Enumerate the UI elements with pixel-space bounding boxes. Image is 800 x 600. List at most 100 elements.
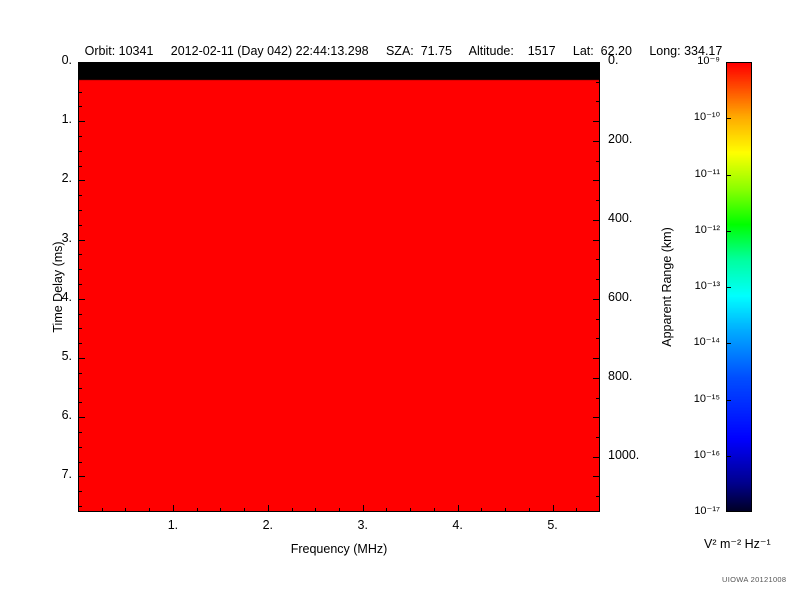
y-tick: [78, 180, 85, 182]
y-minor-tick: [78, 210, 82, 212]
colorbar-unit-label: V² m⁻² Hz⁻¹: [704, 536, 771, 551]
y2-minor-tick: [596, 437, 600, 438]
y-tick: [78, 121, 85, 123]
x-minor-tick-top: [196, 62, 198, 66]
colorbar: [726, 62, 752, 512]
x-minor-tick: [244, 508, 246, 512]
y-minor-tick: [78, 165, 82, 167]
x-minor-tick-top: [125, 62, 127, 66]
y-minor-tick: [78, 343, 82, 345]
y2-minor-tick: [596, 160, 600, 162]
x-tick-label: 5.: [547, 518, 558, 532]
y2-minor-tick: [596, 476, 600, 478]
x-minor-tick-top: [386, 62, 388, 66]
x-minor-tick-top: [528, 62, 530, 66]
credit-label: UIOWA 20121008: [722, 575, 787, 584]
x-minor-tick: [125, 508, 127, 512]
y2-minor-tick: [596, 101, 600, 103]
colorbar-tick: [726, 343, 731, 345]
x-tick-label: 1.: [167, 518, 179, 532]
x-minor-tick-top: [481, 62, 483, 66]
y2-minor-tick: [596, 318, 600, 320]
colorbar-tick: [726, 399, 731, 401]
y2-tick-label: 600.: [608, 289, 633, 304]
x-minor-tick-top: [576, 62, 578, 66]
colorbar-tick: [726, 455, 731, 457]
y2-tick: [593, 62, 600, 63]
y2-tick: [593, 456, 600, 458]
y2-tick: [593, 377, 600, 379]
y-tick: [78, 476, 85, 478]
y-minor-tick: [78, 269, 82, 271]
y-tick: [78, 417, 85, 419]
x-minor-tick: [291, 508, 293, 512]
x-minor-tick-top: [433, 62, 435, 66]
x-minor-tick: [505, 508, 507, 512]
spectrogram-canvas: [78, 62, 600, 512]
y-tick-label: 0.: [61, 53, 72, 67]
colorbar-unit-text: V² m⁻² Hz⁻¹: [704, 537, 771, 551]
y-tick-label: 2.: [61, 171, 72, 186]
y-minor-tick: [78, 491, 82, 493]
colorbar-tick: [726, 118, 731, 120]
y2-tick: [593, 140, 600, 142]
y-minor-tick: [78, 461, 82, 463]
y-minor-tick: [78, 136, 82, 137]
y-minor-tick: [78, 506, 82, 508]
y2-tick-label: 800.: [608, 368, 633, 383]
x-tick: [457, 505, 459, 512]
y2-tick-label: 200.: [608, 131, 633, 146]
colorbar-tick-label: 10⁻¹⁶: [693, 448, 720, 461]
x-tick-top: [552, 62, 554, 69]
y2-minor-tick: [596, 239, 600, 241]
x-minor-tick: [220, 508, 222, 512]
colorbar-tick-label: 10⁻⁹: [697, 55, 720, 67]
x-minor-tick-top: [410, 62, 412, 66]
colorbar-tick: [726, 511, 731, 512]
colorbar-tick-label: 10⁻¹⁵: [693, 392, 720, 405]
x-axis-title: Frequency (MHz): [290, 542, 388, 556]
x-tick-top: [362, 62, 364, 69]
y2-tick-label: 400.: [608, 210, 633, 225]
colorbar-tick-label: 10⁻¹⁷: [694, 505, 720, 517]
y-tick: [78, 239, 85, 241]
y-tick-label: 7.: [61, 467, 72, 482]
y2-minor-tick: [596, 81, 600, 83]
y-tick: [78, 298, 85, 300]
colorbar-canvas: [727, 63, 751, 511]
x-tick-top: [457, 62, 459, 69]
x-tick-label: 3.: [357, 518, 368, 532]
y2-minor-tick: [596, 338, 600, 340]
y2-minor-tick: [596, 417, 600, 419]
x-tick: [552, 505, 554, 512]
x-tick: [172, 505, 174, 512]
y-minor-tick: [78, 150, 82, 152]
x-minor-tick: [386, 508, 388, 512]
y2-tick: [593, 298, 600, 300]
y2-tick-label: 0.: [608, 53, 619, 67]
x-tick: [362, 505, 364, 512]
y-tick-label: 3.: [61, 230, 72, 245]
x-minor-tick-top: [149, 62, 151, 66]
y-minor-tick: [78, 372, 82, 374]
ionogram-spectrogram: [78, 62, 600, 512]
colorbar-tick: [726, 230, 731, 232]
y-minor-tick: [78, 284, 82, 286]
colorbar-tick-label: 10⁻¹²: [694, 223, 720, 236]
y2-minor-tick: [596, 358, 600, 360]
x-minor-tick: [576, 508, 578, 512]
y2-tick: [593, 219, 600, 221]
y-minor-tick: [78, 224, 82, 226]
colorbar-tick-label: 10⁻¹⁴: [693, 336, 720, 349]
y-minor-tick: [78, 402, 82, 404]
x-minor-tick-top: [101, 62, 103, 66]
colorbar-tick: [726, 174, 731, 176]
x-minor-tick: [410, 508, 412, 512]
colorbar-tick: [726, 287, 731, 288]
x-minor-tick: [528, 508, 530, 512]
y-tick-label: 6.: [61, 408, 72, 423]
x-minor-tick: [433, 508, 435, 512]
x-tick: [267, 505, 269, 512]
y-tick: [78, 62, 85, 63]
y-minor-tick: [78, 328, 82, 330]
